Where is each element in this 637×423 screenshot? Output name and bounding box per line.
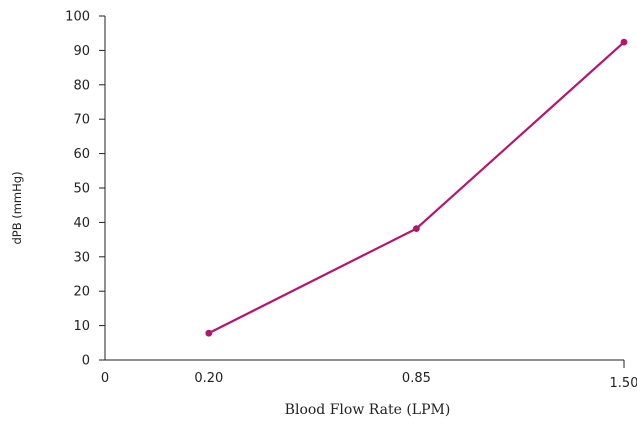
x-tick-label: 0.20 [194,371,223,386]
y-tick-label: 70 [73,113,90,128]
y-tick-label: 50 [73,182,90,197]
y-axis-ticks: 0 10 20 30 40 50 60 70 80 90 100 [65,10,105,369]
y-tick-label: 80 [73,78,90,93]
x-axis-label: Blood Flow Rate (LPM) [285,402,451,418]
y-tick-label: 30 [73,250,90,265]
y-tick-label: 60 [73,147,90,162]
y-tick-label: 40 [73,216,90,231]
y-tick-label: 100 [65,10,90,25]
axes [104,16,624,361]
series-layer [205,38,628,337]
data-point [205,329,213,337]
x-tick-label: 1.50 [610,376,637,391]
y-tick-label: 90 [73,44,90,59]
x-tick-label: 0 [101,371,109,386]
y-tick-label: 0 [82,354,90,369]
y-tick-label: 10 [73,319,90,334]
data-point [413,225,420,232]
y-axis-label: dPB (mmHg) [10,171,24,244]
y-tick-label: 20 [73,285,90,300]
series-line [208,41,625,335]
x-tick-label: 0.85 [402,371,431,386]
data-point [620,38,628,46]
x-axis-ticks: 0 0.20 0.85 1.50 [101,360,637,391]
